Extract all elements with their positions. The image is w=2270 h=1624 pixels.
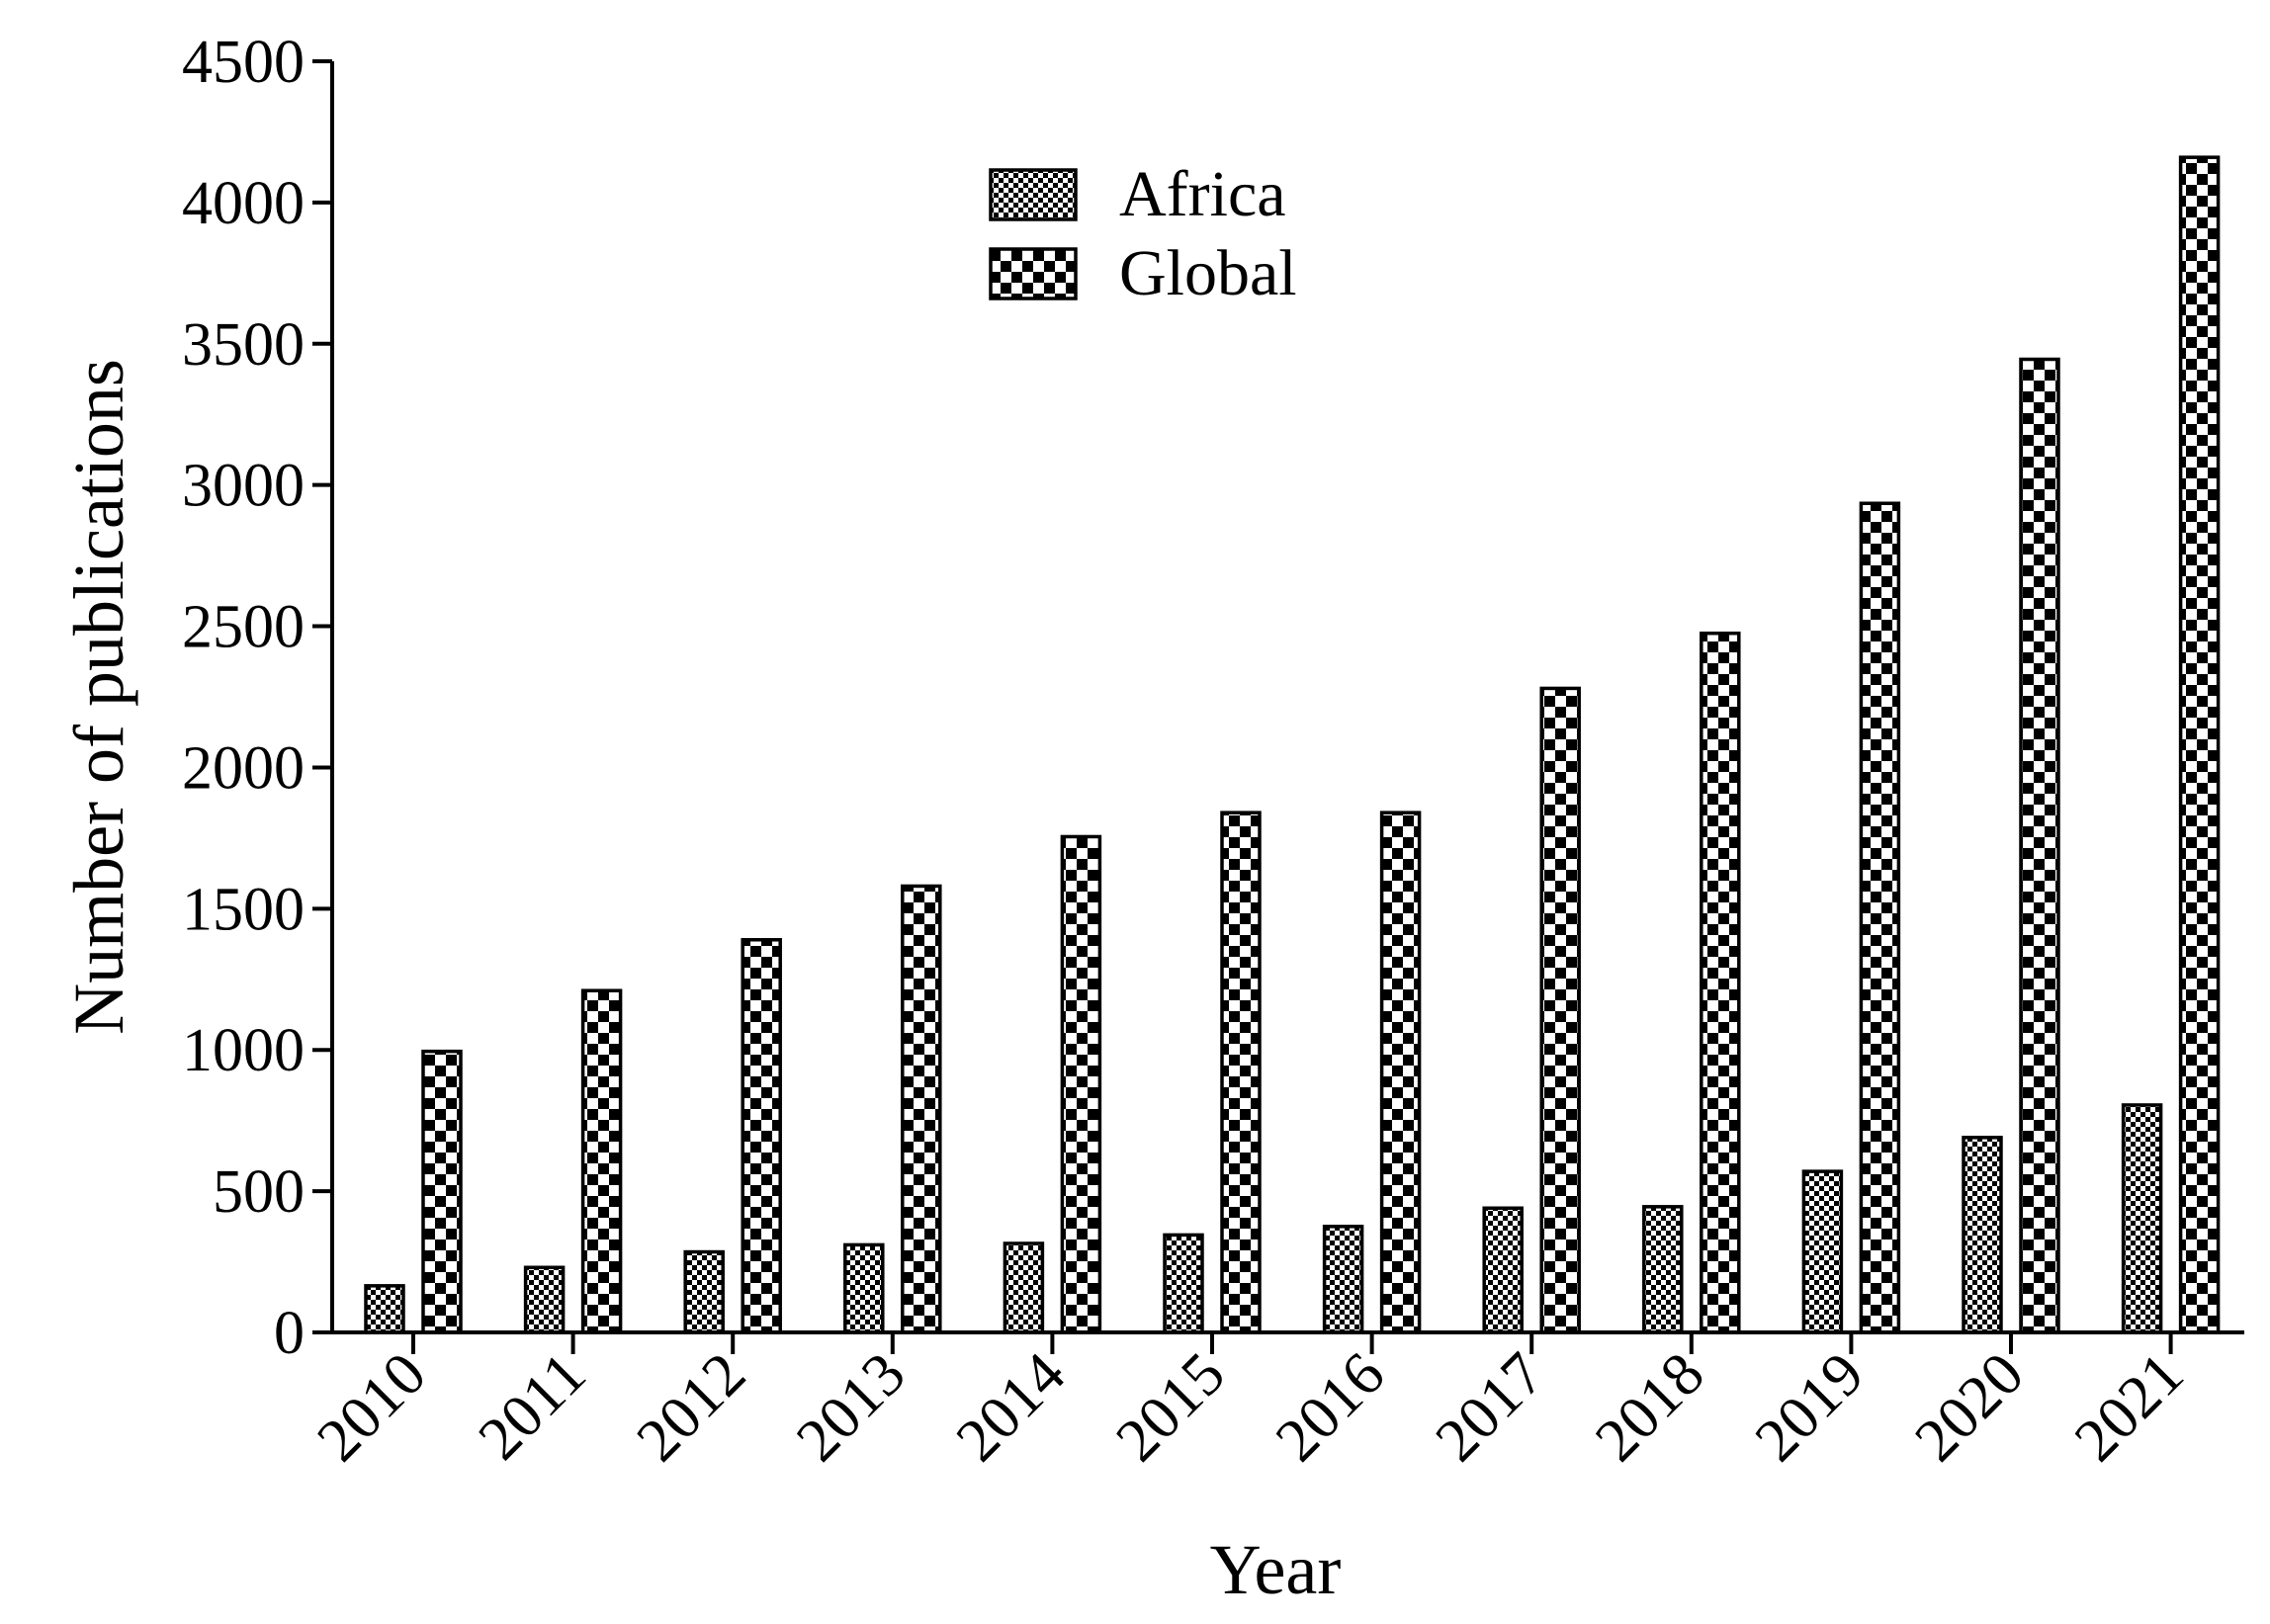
- x-tick-label-2011: 2011: [466, 1340, 598, 1473]
- y-tick-label-0: 0: [274, 1300, 305, 1367]
- y-tick-label-4500: 4500: [182, 29, 305, 96]
- bar-africa-2018: [1642, 1205, 1684, 1334]
- x-axis-title: Year: [1210, 1530, 1342, 1609]
- bar-global-2019: [1859, 501, 1901, 1334]
- bar-africa-2012: [683, 1249, 725, 1334]
- bar-africa-2021: [2121, 1103, 2163, 1334]
- bars-group: [364, 155, 2221, 1334]
- bar-global-2014: [1060, 834, 1102, 1334]
- bar-africa-2015: [1163, 1233, 1204, 1334]
- bar-global-2021: [2178, 155, 2221, 1334]
- y-tick-label-3500: 3500: [182, 311, 305, 379]
- x-tick-label-2014: 2014: [944, 1340, 1079, 1475]
- x-tick-label-2019: 2019: [1743, 1340, 1877, 1475]
- bar-africa-2019: [1801, 1169, 1844, 1334]
- bar-global-2012: [741, 938, 782, 1334]
- x-axis-ticks: 2010 2011 2012 2013 2014 2015 2016 2017 2018 2019…: [305, 1332, 2196, 1475]
- y-tick-label-1000: 1000: [182, 1017, 305, 1084]
- x-tick-label-2010: 2010: [305, 1340, 439, 1475]
- bar-global-2017: [1539, 686, 1581, 1334]
- y-axis-ticks: 0 500 1000 1500 2000 2500 3000 3500 4000 4500: [182, 29, 332, 1367]
- x-tick-label-2017: 2017: [1423, 1340, 1557, 1475]
- x-tick-label-2021: 2021: [2062, 1340, 2197, 1475]
- legend-swatch-global: [989, 247, 1078, 300]
- bar-global-2013: [901, 884, 942, 1334]
- x-tick-label-2020: 2020: [1902, 1340, 2037, 1475]
- bar-africa-2016: [1322, 1225, 1364, 1334]
- bar-africa-2014: [1003, 1241, 1045, 1334]
- y-tick-label-4000: 4000: [182, 170, 305, 237]
- bar-global-2018: [1700, 631, 1741, 1334]
- bar-africa-2020: [1962, 1136, 2003, 1334]
- x-tick-label-2012: 2012: [624, 1340, 758, 1475]
- y-axis-title: Number of publications: [59, 359, 138, 1035]
- legend-label-global: Global: [1119, 237, 1297, 309]
- y-tick-label-500: 500: [213, 1158, 305, 1226]
- x-tick-label-2018: 2018: [1583, 1340, 1717, 1475]
- y-tick-label-2000: 2000: [182, 734, 305, 802]
- bar-africa-2010: [364, 1284, 405, 1334]
- legend-label-africa: Africa: [1119, 158, 1286, 230]
- y-tick-label-2500: 2500: [182, 594, 305, 661]
- legend: Africa Global: [989, 158, 1297, 309]
- bar-global-2015: [1220, 811, 1262, 1334]
- bar-africa-2013: [843, 1242, 885, 1334]
- y-tick-label-3000: 3000: [182, 453, 305, 520]
- x-tick-label-2013: 2013: [784, 1340, 918, 1475]
- x-tick-label-2016: 2016: [1264, 1340, 1398, 1475]
- bar-global-2016: [1379, 811, 1422, 1334]
- bar-global-2010: [421, 1049, 463, 1334]
- legend-swatch-africa: [989, 168, 1078, 221]
- x-tick-label-2015: 2015: [1103, 1340, 1238, 1475]
- bar-global-2020: [2019, 357, 2060, 1334]
- bar-africa-2017: [1482, 1206, 1524, 1334]
- bar-global-2011: [580, 988, 623, 1334]
- bar-africa-2011: [523, 1265, 566, 1334]
- y-tick-label-1500: 1500: [182, 876, 305, 943]
